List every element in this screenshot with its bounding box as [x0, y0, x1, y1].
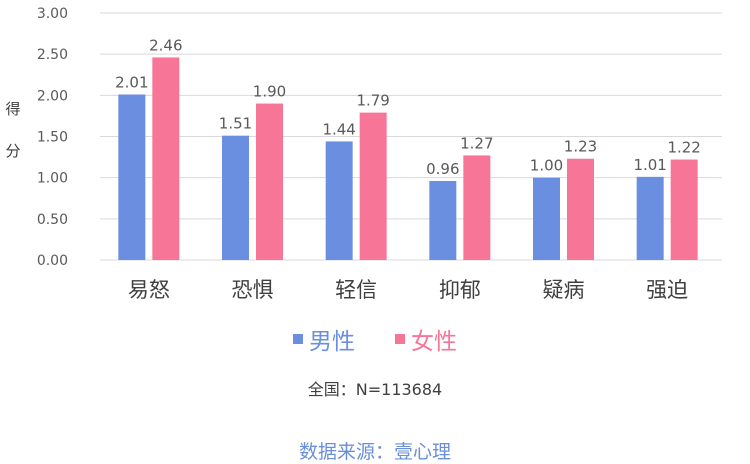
legend-label-male: 男性: [309, 329, 355, 355]
data-label: 2.46: [149, 36, 182, 54]
bar-male: [118, 94, 146, 260]
y-tick-label: 1.00: [37, 171, 68, 187]
y-axis-label: 分: [5, 142, 20, 160]
y-tick-label: 2.00: [37, 88, 68, 104]
legend: 男性 女性: [0, 322, 750, 356]
data-label: 1.90: [253, 83, 286, 101]
x-tick-label: 恐惧: [232, 278, 274, 302]
x-tick-label: 易怒: [128, 278, 170, 302]
data-label: 1.23: [564, 138, 597, 156]
legend-item-female: 女性: [395, 322, 457, 356]
data-label: 1.01: [633, 156, 666, 174]
x-tick-label: 疑病: [543, 278, 585, 302]
y-tick-label: 0.50: [37, 212, 68, 228]
legend-item-male: 男性: [293, 322, 355, 356]
y-tick-label: 0.00: [37, 253, 68, 269]
bar-female: [463, 155, 491, 260]
y-tick-label: 1.50: [37, 130, 68, 146]
bar-male: [636, 176, 664, 260]
bar-male: [429, 180, 457, 260]
y-tick-label: 2.50: [37, 47, 68, 63]
data-source: 数据来源：壹心理: [298, 441, 451, 463]
data-label: 1.00: [530, 157, 563, 175]
data-label: 1.51: [219, 115, 252, 133]
bar-male: [222, 135, 249, 260]
legend-swatch-female: [395, 334, 405, 344]
data-label: 1.22: [667, 139, 700, 157]
data-label: 0.96: [426, 160, 459, 178]
data-label: 1.44: [322, 120, 355, 138]
legend-label-female: 女性: [411, 329, 457, 355]
bar-chart: 0.00 0.50 1.00 1.50 2.00 2.50 3.00 得分 2.01 2.46 易怒…: [5, 6, 722, 302]
y-tick-label: 3.00: [37, 6, 68, 22]
x-tick-label: 轻信: [335, 278, 377, 302]
x-tick-label: 抑郁: [439, 278, 481, 302]
bar-female: [256, 103, 283, 260]
bar-female: [359, 112, 387, 260]
bar-male: [325, 141, 353, 260]
sample-size-note: 全国：N=113684: [307, 380, 443, 399]
x-tick-label: 强迫: [646, 278, 688, 302]
data-label: 1.79: [356, 92, 389, 110]
bar-female: [670, 159, 698, 260]
bar-female: [567, 158, 594, 260]
bar-female: [152, 57, 180, 261]
bar-male: [533, 177, 560, 260]
data-label: 2.01: [115, 74, 148, 92]
legend-swatch-male: [293, 334, 303, 344]
data-label: 1.27: [460, 134, 493, 152]
y-axis-label: 得: [5, 100, 20, 118]
